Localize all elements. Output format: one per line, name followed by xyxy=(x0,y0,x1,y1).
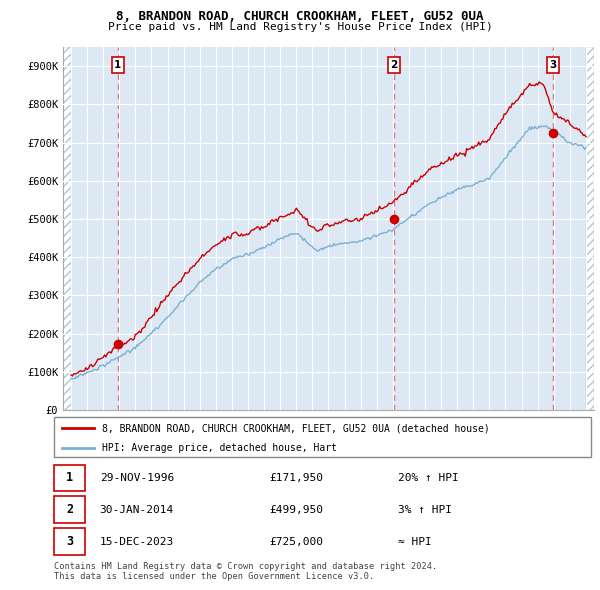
Bar xyxy=(54,464,85,491)
Text: 8, BRANDON ROAD, CHURCH CROOKHAM, FLEET, GU52 0UA: 8, BRANDON ROAD, CHURCH CROOKHAM, FLEET,… xyxy=(116,10,484,23)
Text: £171,950: £171,950 xyxy=(269,473,323,483)
Text: 20% ↑ HPI: 20% ↑ HPI xyxy=(398,473,458,483)
Text: 3: 3 xyxy=(550,60,557,70)
Text: 29-NOV-1996: 29-NOV-1996 xyxy=(100,473,174,483)
Text: Contains HM Land Registry data © Crown copyright and database right 2024.
This d: Contains HM Land Registry data © Crown c… xyxy=(54,562,437,581)
Text: 15-DEC-2023: 15-DEC-2023 xyxy=(100,537,174,546)
Text: 8, BRANDON ROAD, CHURCH CROOKHAM, FLEET, GU52 0UA (detached house): 8, BRANDON ROAD, CHURCH CROOKHAM, FLEET,… xyxy=(103,424,490,434)
Bar xyxy=(54,528,85,555)
Text: 30-JAN-2014: 30-JAN-2014 xyxy=(100,505,174,514)
Text: 2: 2 xyxy=(391,60,398,70)
Bar xyxy=(54,496,85,523)
Text: ≈ HPI: ≈ HPI xyxy=(398,537,431,546)
Text: 2: 2 xyxy=(66,503,73,516)
Text: 3: 3 xyxy=(66,535,73,548)
Text: £499,950: £499,950 xyxy=(269,505,323,514)
Text: HPI: Average price, detached house, Hart: HPI: Average price, detached house, Hart xyxy=(103,444,337,454)
Text: 1: 1 xyxy=(66,471,73,484)
Text: 1: 1 xyxy=(114,60,121,70)
Text: £725,000: £725,000 xyxy=(269,537,323,546)
Text: Price paid vs. HM Land Registry's House Price Index (HPI): Price paid vs. HM Land Registry's House … xyxy=(107,22,493,32)
Text: 3% ↑ HPI: 3% ↑ HPI xyxy=(398,505,452,514)
